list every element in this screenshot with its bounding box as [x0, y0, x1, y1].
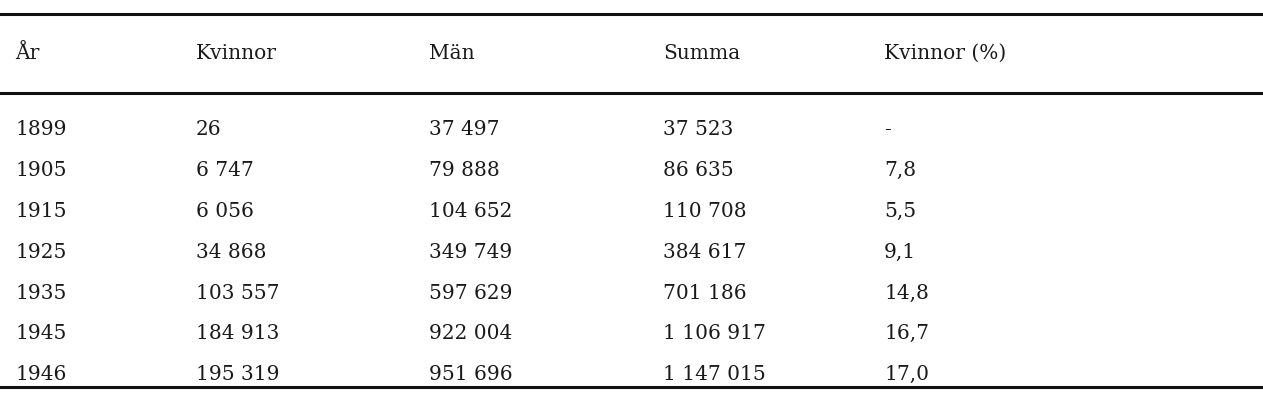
Text: 1946: 1946: [15, 365, 67, 384]
Text: 104 652: 104 652: [429, 202, 513, 221]
Text: 17,0: 17,0: [884, 365, 930, 384]
Text: 922 004: 922 004: [429, 324, 513, 343]
Text: 14,8: 14,8: [884, 284, 930, 303]
Text: 1915: 1915: [15, 202, 67, 221]
Text: 1 106 917: 1 106 917: [663, 324, 765, 343]
Text: 7,8: 7,8: [884, 161, 916, 180]
Text: 5,5: 5,5: [884, 202, 916, 221]
Text: 110 708: 110 708: [663, 202, 746, 221]
Text: 195 319: 195 319: [196, 365, 279, 384]
Text: Kvinnor (%): Kvinnor (%): [884, 44, 1007, 63]
Text: 34 868: 34 868: [196, 243, 266, 262]
Text: Summa: Summa: [663, 44, 740, 63]
Text: 37 497: 37 497: [429, 120, 500, 139]
Text: 26: 26: [196, 120, 221, 139]
Text: 16,7: 16,7: [884, 324, 930, 343]
Text: 951 696: 951 696: [429, 365, 513, 384]
Text: 103 557: 103 557: [196, 284, 279, 303]
Text: 384 617: 384 617: [663, 243, 746, 262]
Text: Män: Män: [429, 44, 475, 63]
Text: 349 749: 349 749: [429, 243, 513, 262]
Text: 1899: 1899: [15, 120, 67, 139]
Text: 701 186: 701 186: [663, 284, 746, 303]
Text: 1945: 1945: [15, 324, 67, 343]
Text: 1905: 1905: [15, 161, 67, 180]
Text: År: År: [15, 44, 39, 63]
Text: 9,1: 9,1: [884, 243, 916, 262]
Text: 1935: 1935: [15, 284, 67, 303]
Text: 6 056: 6 056: [196, 202, 254, 221]
Text: 1925: 1925: [15, 243, 67, 262]
Text: 37 523: 37 523: [663, 120, 734, 139]
Text: 6 747: 6 747: [196, 161, 254, 180]
Text: Kvinnor: Kvinnor: [196, 44, 277, 63]
Text: 184 913: 184 913: [196, 324, 279, 343]
Text: 86 635: 86 635: [663, 161, 734, 180]
Text: 597 629: 597 629: [429, 284, 513, 303]
Text: 1 147 015: 1 147 015: [663, 365, 765, 384]
Text: 79 888: 79 888: [429, 161, 500, 180]
Text: -: -: [884, 120, 890, 139]
